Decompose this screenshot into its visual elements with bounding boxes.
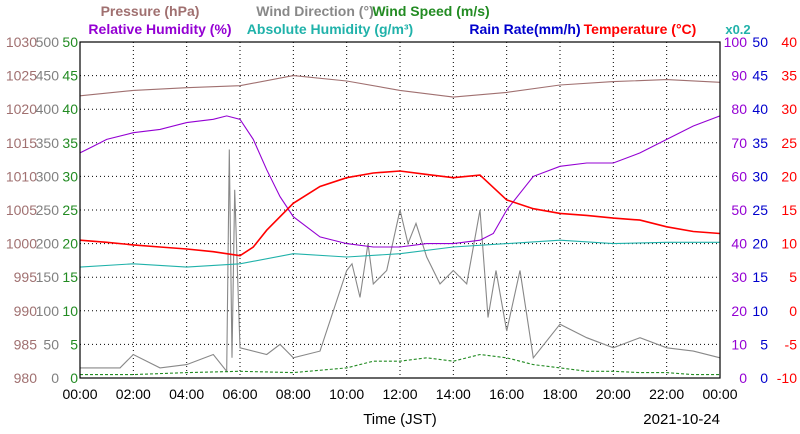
y-tick-wind_speed: 25 bbox=[62, 202, 78, 218]
y-tick-wind_speed: 50 bbox=[62, 34, 78, 50]
y-tick-pressure: 1005 bbox=[6, 202, 37, 218]
y-tick-temp: 25 bbox=[781, 135, 797, 151]
y-tick-temp: 0 bbox=[789, 303, 797, 319]
y-tick-wind_speed: 15 bbox=[62, 269, 78, 285]
y-tick-rain: 15 bbox=[752, 269, 768, 285]
y-tick-wind_dir: 500 bbox=[36, 34, 60, 50]
y-tick-pressure: 985 bbox=[14, 336, 38, 352]
y-tick-temp: 5 bbox=[789, 269, 797, 285]
y-tick-pressure: 1000 bbox=[6, 236, 37, 252]
y-tick-pressure: 980 bbox=[14, 370, 38, 386]
y-tick-rh: 40 bbox=[731, 236, 747, 252]
legend-ah: Absolute Humidity (g/m³) bbox=[247, 21, 413, 37]
y-tick-wind_speed: 30 bbox=[62, 168, 78, 184]
y-tick-rain: 20 bbox=[752, 236, 768, 252]
y-tick-wind_speed: 10 bbox=[62, 303, 78, 319]
y-tick-pressure: 1020 bbox=[6, 101, 37, 117]
x-tick-label: 00:00 bbox=[62, 386, 97, 402]
x-tick-label: 12:00 bbox=[382, 386, 417, 402]
y-tick-wind_speed: 45 bbox=[62, 68, 78, 84]
legend-temp: Temperature (°C) bbox=[584, 21, 697, 37]
series-line-rh bbox=[79, 115, 721, 248]
plot-frame bbox=[79, 41, 721, 379]
y-tick-pressure: 1010 bbox=[6, 168, 37, 184]
y-tick-wind_speed: 35 bbox=[62, 135, 78, 151]
y-tick-wind_dir: 50 bbox=[43, 336, 59, 352]
y-tick-wind_dir: 350 bbox=[36, 135, 60, 151]
x-tick-label: 20:00 bbox=[596, 386, 631, 402]
series-line-ah bbox=[79, 239, 720, 268]
x-tick-label: 08:00 bbox=[276, 386, 311, 402]
x-tick-label: 04:00 bbox=[169, 386, 204, 402]
y-tick-wind_dir: 400 bbox=[36, 101, 60, 117]
y-tick-temp: 10 bbox=[781, 236, 797, 252]
y-tick-rain: 35 bbox=[752, 135, 768, 151]
y-tick-wind_dir: 300 bbox=[36, 168, 60, 184]
y-tick-pressure: 1015 bbox=[6, 135, 37, 151]
y-tick-rain: 5 bbox=[760, 336, 768, 352]
y-tick-rain: 10 bbox=[752, 303, 768, 319]
y-tick-temp: -10 bbox=[777, 370, 797, 386]
x-tick-label: 00:00 bbox=[702, 386, 737, 402]
legend-wind_dir: Wind Direction (°) bbox=[256, 3, 373, 19]
x-tick-label: 18:00 bbox=[542, 386, 577, 402]
y-tick-wind_speed: 0 bbox=[70, 370, 78, 386]
y-tick-rh: 0 bbox=[739, 370, 747, 386]
y-tick-temp: 30 bbox=[781, 101, 797, 117]
series-line-temp bbox=[79, 170, 721, 257]
x-tick-label: 22:00 bbox=[649, 386, 684, 402]
y-tick-pressure: 1025 bbox=[6, 68, 37, 84]
x-tick-label: 02:00 bbox=[116, 386, 151, 402]
x-tick-label: 14:00 bbox=[436, 386, 471, 402]
y-tick-temp: 20 bbox=[781, 168, 797, 184]
series-line-pressure bbox=[79, 75, 721, 98]
y-tick-wind_dir: 150 bbox=[36, 269, 60, 285]
rain-scale-note: x0.2 bbox=[725, 22, 750, 37]
y-tick-wind_speed: 40 bbox=[62, 101, 78, 117]
legend-wind_speed: Wind Speed (m/s) bbox=[372, 3, 489, 19]
legend-pressure: Pressure (hPa) bbox=[101, 3, 200, 19]
y-tick-rh: 90 bbox=[731, 68, 747, 84]
y-tick-rh: 50 bbox=[731, 202, 747, 218]
y-tick-pressure: 1030 bbox=[6, 34, 37, 50]
y-tick-rh: 100 bbox=[724, 34, 748, 50]
x-axis-label: Time (JST) bbox=[363, 411, 437, 428]
y-tick-temp: 35 bbox=[781, 68, 797, 84]
series-line-wind_dir bbox=[80, 149, 721, 373]
y-tick-rh: 80 bbox=[731, 101, 747, 117]
y-tick-rain: 25 bbox=[752, 202, 768, 218]
y-tick-pressure: 990 bbox=[14, 303, 38, 319]
x-tick-label: 10:00 bbox=[329, 386, 364, 402]
y-tick-rain: 30 bbox=[752, 168, 768, 184]
y-tick-wind_dir: 250 bbox=[36, 202, 60, 218]
y-tick-temp: -5 bbox=[785, 336, 798, 352]
y-tick-wind_dir: 450 bbox=[36, 68, 60, 84]
y-tick-wind_dir: 200 bbox=[36, 236, 60, 252]
y-tick-rh: 20 bbox=[731, 303, 747, 319]
y-tick-pressure: 995 bbox=[14, 269, 38, 285]
x-tick-label: 16:00 bbox=[489, 386, 524, 402]
y-tick-rh: 60 bbox=[731, 168, 747, 184]
y-tick-rh: 30 bbox=[731, 269, 747, 285]
y-tick-rain: 45 bbox=[752, 68, 768, 84]
y-tick-wind_speed: 20 bbox=[62, 236, 78, 252]
y-tick-rain: 40 bbox=[752, 101, 768, 117]
y-tick-rh: 10 bbox=[731, 336, 747, 352]
chart-date: 2021-10-24 bbox=[643, 411, 720, 428]
y-tick-wind_dir: 100 bbox=[36, 303, 60, 319]
y-tick-wind_dir: 0 bbox=[51, 370, 59, 386]
legend-rh: Relative Humidity (%) bbox=[88, 21, 231, 37]
y-tick-temp: 15 bbox=[781, 202, 797, 218]
y-tick-rain: 0 bbox=[760, 370, 768, 386]
y-tick-rh: 70 bbox=[731, 135, 747, 151]
x-tick-label: 06:00 bbox=[222, 386, 257, 402]
legend-rain: Rain Rate(mm/h) bbox=[469, 21, 580, 37]
y-tick-wind_speed: 5 bbox=[70, 336, 78, 352]
y-tick-temp: 40 bbox=[781, 34, 797, 50]
y-tick-rain: 50 bbox=[752, 34, 768, 50]
